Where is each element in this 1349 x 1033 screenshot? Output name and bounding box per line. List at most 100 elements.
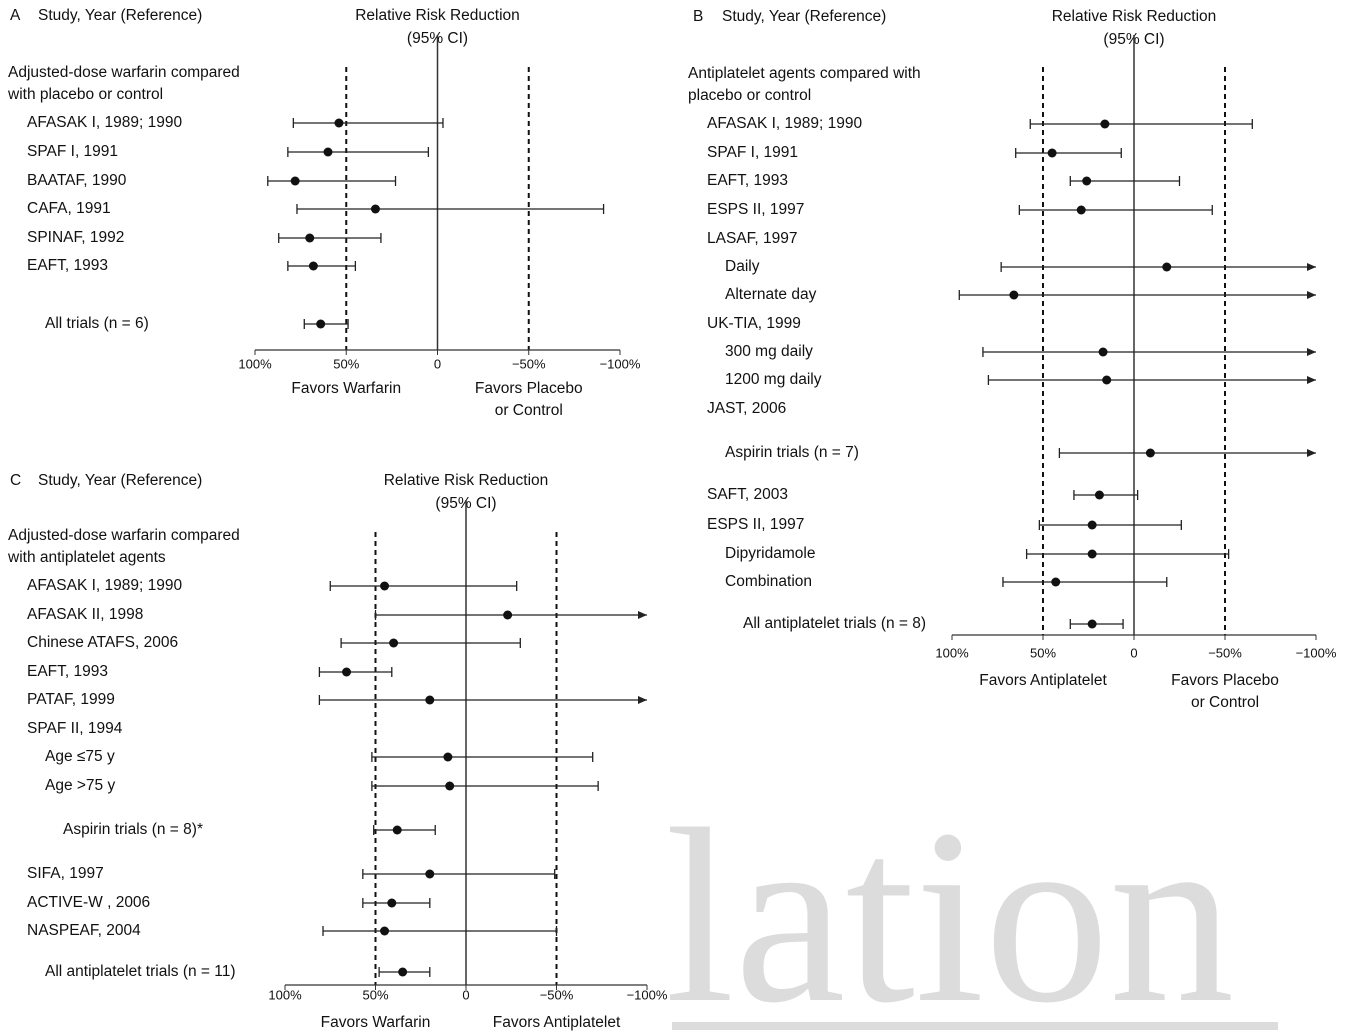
point-estimate bbox=[1098, 347, 1108, 357]
point-estimate bbox=[1051, 577, 1061, 587]
study-label: SPAF I, 1991 bbox=[27, 143, 118, 160]
group-heading: Adjusted-dose warfarin compared bbox=[8, 64, 240, 81]
point-estimate bbox=[1100, 119, 1110, 129]
study-label: ESPS II, 1997 bbox=[707, 201, 804, 218]
x-tick-label: −100% bbox=[1296, 645, 1337, 660]
column-title: Study, Year (Reference) bbox=[38, 7, 202, 24]
point-estimate bbox=[425, 869, 435, 879]
x-tick-label: −100% bbox=[600, 356, 641, 371]
study-label: 300 mg daily bbox=[725, 343, 813, 360]
favors-right: or Control bbox=[495, 402, 563, 419]
study-label: Chinese ATAFS, 2006 bbox=[27, 634, 178, 651]
favors-right: or Control bbox=[1191, 694, 1259, 711]
point-estimate bbox=[1087, 619, 1097, 629]
point-estimate bbox=[342, 667, 352, 677]
point-estimate bbox=[1087, 549, 1097, 559]
ci-arrow bbox=[1307, 263, 1316, 271]
x-tick-label: 100% bbox=[238, 356, 272, 371]
ci-arrow bbox=[1307, 449, 1316, 457]
study-label: SPINAF, 1992 bbox=[27, 229, 124, 246]
point-estimate bbox=[290, 176, 300, 186]
point-estimate bbox=[392, 825, 402, 835]
favors-left: Favors Warfarin bbox=[321, 1014, 431, 1031]
ci-arrow bbox=[1307, 291, 1316, 299]
study-label: Combination bbox=[725, 573, 812, 590]
watermark-bar bbox=[672, 1022, 1278, 1030]
x-tick-label: 100% bbox=[935, 645, 969, 660]
x-tick-label: −100% bbox=[627, 987, 668, 1002]
ci-arrow bbox=[1307, 348, 1316, 356]
study-label: Age ≤75 y bbox=[45, 748, 115, 765]
point-estimate bbox=[1145, 448, 1155, 458]
favors-right: Favors Placebo bbox=[1171, 672, 1279, 689]
study-label: PATAF, 1999 bbox=[27, 691, 115, 708]
study-label: AFASAK I, 1989; 1990 bbox=[707, 115, 862, 132]
favors-right: Favors Placebo bbox=[475, 380, 583, 397]
favors-left: Favors Warfarin bbox=[291, 380, 401, 397]
group-heading: Antiplatelet agents compared with bbox=[688, 65, 921, 82]
x-tick-label: −50% bbox=[540, 987, 574, 1002]
study-label: CAFA, 1991 bbox=[27, 200, 111, 217]
study-label: Aspirin trials (n = 8)* bbox=[63, 821, 203, 838]
study-label: SIFA, 1997 bbox=[27, 865, 104, 882]
point-estimate bbox=[380, 581, 390, 591]
study-label: NASPEAF, 2004 bbox=[27, 922, 141, 939]
point-estimate bbox=[398, 967, 408, 977]
study-label: 1200 mg daily bbox=[725, 371, 822, 388]
watermark: lation bbox=[665, 778, 1234, 1033]
x-tick-label: 0 bbox=[1130, 645, 1137, 660]
favors-right: Favors Antiplatelet bbox=[493, 1014, 621, 1031]
column-title: Study, Year (Reference) bbox=[722, 8, 886, 25]
axis-title: Relative Risk Reduction bbox=[384, 472, 549, 489]
group-heading: Adjusted-dose warfarin compared bbox=[8, 527, 240, 544]
group-heading: with antiplatelet agents bbox=[7, 549, 166, 566]
point-estimate bbox=[1082, 176, 1092, 186]
point-estimate bbox=[445, 781, 455, 791]
x-tick-label: 50% bbox=[333, 356, 359, 371]
study-label: SPAF I, 1991 bbox=[707, 144, 798, 161]
point-estimate bbox=[1102, 375, 1112, 385]
study-label: All antiplatelet trials (n = 8) bbox=[743, 615, 926, 632]
study-label: UK-TIA, 1999 bbox=[707, 315, 801, 332]
study-label: ESPS II, 1997 bbox=[707, 516, 804, 533]
point-estimate bbox=[425, 695, 435, 705]
x-tick-label: 50% bbox=[362, 987, 388, 1002]
x-tick-label: 50% bbox=[1030, 645, 1056, 660]
axis-title: Relative Risk Reduction bbox=[1052, 8, 1217, 25]
study-label: SAFT, 2003 bbox=[707, 486, 788, 503]
point-estimate bbox=[389, 638, 399, 648]
study-label: BAATAF, 1990 bbox=[27, 172, 127, 189]
point-estimate bbox=[305, 233, 315, 243]
study-label: All antiplatelet trials (n = 11) bbox=[45, 963, 236, 980]
point-estimate bbox=[370, 204, 380, 214]
point-estimate bbox=[308, 261, 318, 271]
study-label: AFASAK I, 1989; 1990 bbox=[27, 577, 182, 594]
study-label: Age >75 y bbox=[45, 777, 115, 794]
point-estimate bbox=[1009, 290, 1019, 300]
point-estimate bbox=[1087, 520, 1097, 530]
favors-left: Favors Antiplatelet bbox=[979, 672, 1107, 689]
panel-letter: C bbox=[10, 472, 21, 489]
study-label: SPAF II, 1994 bbox=[27, 720, 123, 737]
study-label: Aspirin trials (n = 7) bbox=[725, 444, 859, 461]
study-label: LASAF, 1997 bbox=[707, 230, 797, 247]
point-estimate bbox=[443, 752, 453, 762]
point-estimate bbox=[334, 118, 344, 128]
panel-letter: A bbox=[10, 7, 21, 24]
x-tick-label: −50% bbox=[1208, 645, 1242, 660]
group-heading: placebo or control bbox=[688, 87, 811, 104]
study-label: All trials (n = 6) bbox=[45, 315, 149, 332]
point-estimate bbox=[316, 319, 326, 329]
study-label: AFASAK I, 1989; 1990 bbox=[27, 114, 182, 131]
point-estimate bbox=[323, 147, 333, 157]
study-label: ACTIVE-W , 2006 bbox=[27, 894, 150, 911]
point-estimate bbox=[1162, 262, 1172, 272]
point-estimate bbox=[1076, 205, 1086, 215]
point-estimate bbox=[387, 898, 397, 908]
study-label: EAFT, 1993 bbox=[707, 172, 788, 189]
x-tick-label: −50% bbox=[512, 356, 546, 371]
point-estimate bbox=[380, 926, 390, 936]
axis-title: Relative Risk Reduction bbox=[355, 7, 520, 24]
point-estimate bbox=[1094, 490, 1104, 500]
